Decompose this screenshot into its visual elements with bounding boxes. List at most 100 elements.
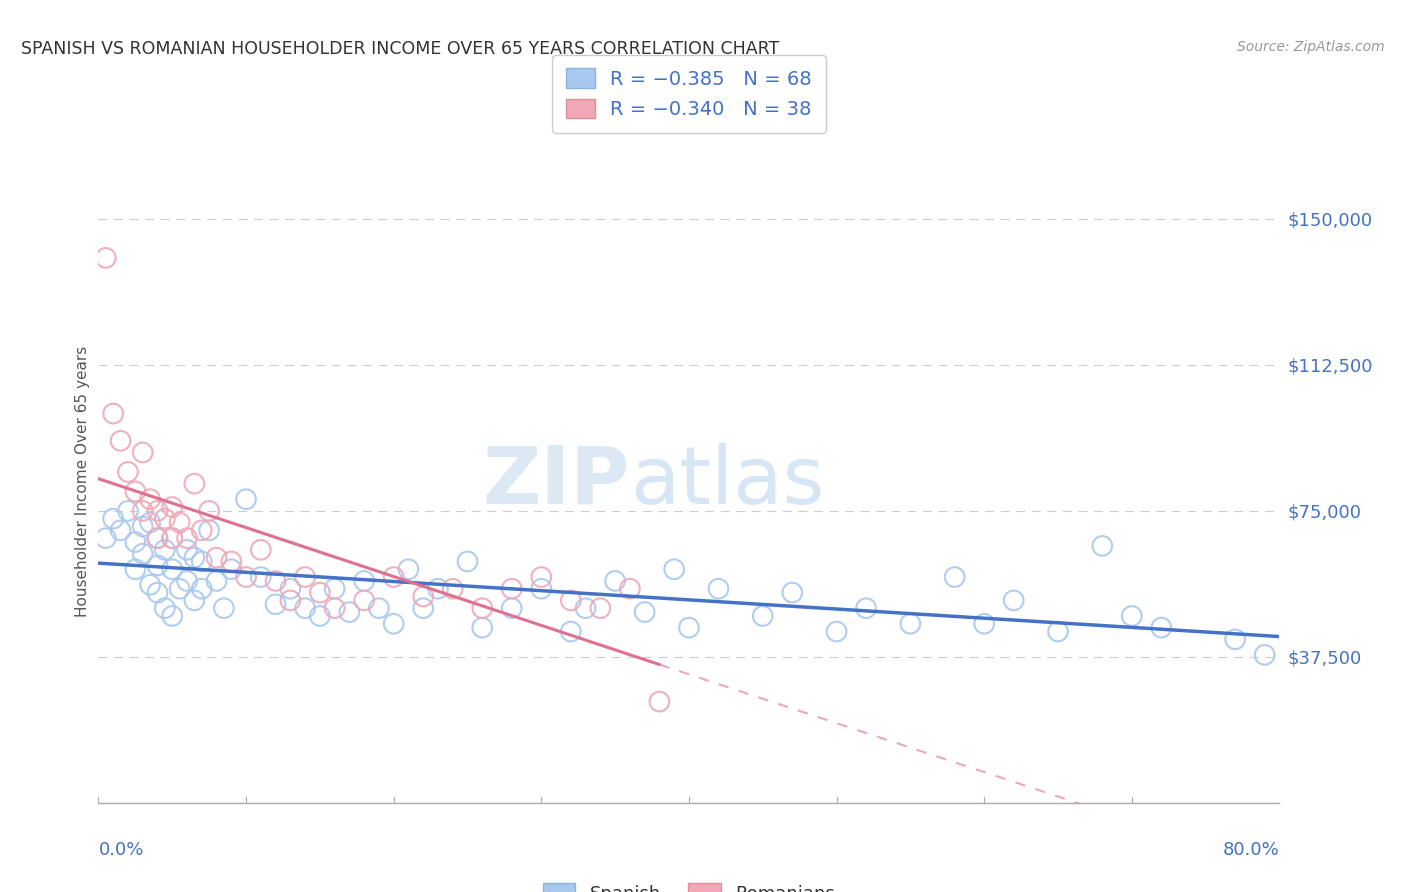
Point bbox=[278, 593, 302, 607]
Point bbox=[250, 542, 273, 557]
Point bbox=[191, 524, 214, 538]
Point bbox=[153, 542, 176, 557]
Point bbox=[396, 562, 419, 576]
Point bbox=[103, 407, 125, 421]
Point bbox=[368, 601, 391, 615]
Point bbox=[1150, 621, 1173, 635]
Point bbox=[235, 492, 257, 507]
Point bbox=[162, 531, 183, 545]
Point bbox=[124, 484, 146, 499]
Point bbox=[94, 531, 117, 545]
Point bbox=[191, 554, 214, 568]
Point bbox=[124, 535, 146, 549]
Point bbox=[560, 624, 582, 639]
Point bbox=[441, 582, 464, 596]
Point bbox=[250, 570, 273, 584]
Point bbox=[278, 582, 302, 596]
Point bbox=[162, 500, 183, 514]
Point bbox=[146, 558, 169, 573]
Text: ZIP: ZIP bbox=[482, 442, 630, 521]
Point bbox=[198, 504, 221, 518]
Point bbox=[825, 624, 848, 639]
Point bbox=[633, 605, 655, 619]
Point bbox=[294, 570, 316, 584]
Point bbox=[323, 582, 346, 596]
Point bbox=[264, 574, 287, 588]
Point bbox=[162, 562, 183, 576]
Point bbox=[501, 582, 523, 596]
Point bbox=[153, 601, 176, 615]
Point bbox=[183, 550, 205, 565]
Point bbox=[530, 582, 553, 596]
Text: 0.0%: 0.0% bbox=[98, 841, 143, 859]
Point bbox=[619, 582, 641, 596]
Point bbox=[169, 582, 191, 596]
Point bbox=[139, 578, 162, 592]
Point bbox=[943, 570, 966, 584]
Legend: Spanish, Romanians: Spanish, Romanians bbox=[536, 876, 842, 892]
Point bbox=[530, 570, 553, 584]
Point bbox=[219, 554, 242, 568]
Point bbox=[162, 531, 183, 545]
Point bbox=[664, 562, 686, 576]
Point bbox=[153, 511, 176, 525]
Point bbox=[648, 695, 671, 709]
Point bbox=[501, 601, 523, 615]
Point bbox=[205, 550, 228, 565]
Point bbox=[456, 554, 478, 568]
Point bbox=[412, 601, 434, 615]
Point bbox=[94, 251, 117, 265]
Point bbox=[117, 465, 139, 479]
Point bbox=[146, 531, 169, 545]
Text: 80.0%: 80.0% bbox=[1223, 841, 1279, 859]
Point bbox=[382, 570, 405, 584]
Point bbox=[309, 609, 332, 624]
Point bbox=[110, 524, 132, 538]
Point bbox=[176, 542, 198, 557]
Point bbox=[382, 616, 405, 631]
Point bbox=[198, 524, 221, 538]
Point bbox=[132, 504, 155, 518]
Point bbox=[132, 519, 155, 533]
Point bbox=[309, 585, 332, 599]
Point bbox=[132, 547, 155, 561]
Point bbox=[191, 582, 214, 596]
Point bbox=[471, 621, 494, 635]
Point bbox=[235, 570, 257, 584]
Point bbox=[183, 593, 205, 607]
Point bbox=[264, 597, 287, 611]
Point bbox=[855, 601, 877, 615]
Point bbox=[1223, 632, 1246, 647]
Point bbox=[1091, 539, 1114, 553]
Point bbox=[707, 582, 730, 596]
Point bbox=[117, 504, 139, 518]
Point bbox=[139, 492, 162, 507]
Point bbox=[110, 434, 132, 448]
Point bbox=[323, 601, 346, 615]
Point bbox=[103, 511, 125, 525]
Point bbox=[1254, 648, 1277, 662]
Point bbox=[205, 574, 228, 588]
Point bbox=[412, 590, 434, 604]
Point bbox=[471, 601, 494, 615]
Point bbox=[176, 574, 198, 588]
Point bbox=[169, 516, 191, 530]
Point bbox=[560, 593, 582, 607]
Point bbox=[353, 574, 375, 588]
Point bbox=[782, 585, 804, 599]
Point bbox=[212, 601, 235, 615]
Point bbox=[427, 582, 450, 596]
Point bbox=[1002, 593, 1025, 607]
Point bbox=[139, 516, 162, 530]
Point bbox=[900, 616, 922, 631]
Point bbox=[1121, 609, 1143, 624]
Point bbox=[146, 585, 169, 599]
Point bbox=[353, 593, 375, 607]
Text: SPANISH VS ROMANIAN HOUSEHOLDER INCOME OVER 65 YEARS CORRELATION CHART: SPANISH VS ROMANIAN HOUSEHOLDER INCOME O… bbox=[21, 40, 779, 58]
Point bbox=[294, 601, 316, 615]
Point bbox=[183, 476, 205, 491]
Point bbox=[162, 609, 183, 624]
Point bbox=[751, 609, 773, 624]
Point bbox=[176, 531, 198, 545]
Point bbox=[124, 562, 146, 576]
